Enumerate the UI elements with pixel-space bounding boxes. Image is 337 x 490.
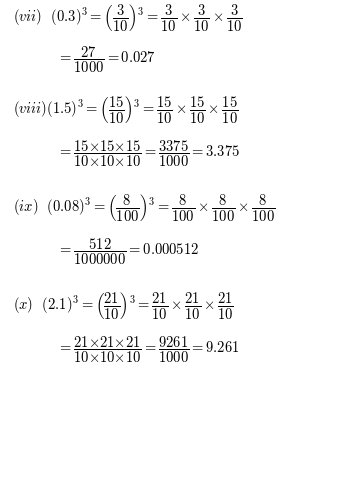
Text: $(x)$  $(2.1)^3 = \left(\dfrac{21}{10}\right)^3 = \dfrac{21}{10} \times \dfrac{2: $(x)$ $(2.1)^3 = \left(\dfrac{21}{10}\ri… [13,291,235,322]
Text: $= \dfrac{512}{1000000} = 0.000512$: $= \dfrac{512}{1000000} = 0.000512$ [57,237,200,267]
Text: $= \dfrac{21{\times}21{\times}21}{10{\times}10{\times}10} = \dfrac{9261}{1000} =: $= \dfrac{21{\times}21{\times}21}{10{\ti… [57,335,240,365]
Text: $(ix)$  $(0.08)^3 = \left(\dfrac{8}{100}\right)^3 = \dfrac{8}{100} \times \dfrac: $(ix)$ $(0.08)^3 = \left(\dfrac{8}{100}\… [13,193,276,224]
Text: $= \dfrac{27}{1000} = 0.027$: $= \dfrac{27}{1000} = 0.027$ [57,45,156,75]
Text: $(vii)$  $(0.3)^3 = \left(\dfrac{3}{10}\right)^3 = \dfrac{3}{10} \times \dfrac{3: $(vii)$ $(0.3)^3 = \left(\dfrac{3}{10}\r… [13,3,243,34]
Text: $(viii)(1.5)^3 = \left(\dfrac{15}{10}\right)^3 = \dfrac{15}{10} \times \dfrac{15: $(viii)(1.5)^3 = \left(\dfrac{15}{10}\ri… [13,95,239,126]
Text: $= \dfrac{15{\times}15{\times}15}{10{\times}10{\times}10} = \dfrac{3375}{1000} =: $= \dfrac{15{\times}15{\times}15}{10{\ti… [57,139,240,169]
